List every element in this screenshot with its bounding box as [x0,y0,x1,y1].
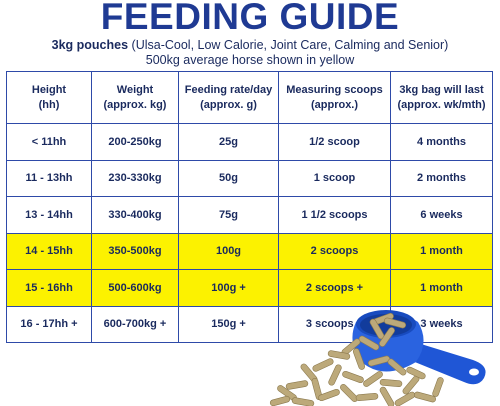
cell-scoops: 1 1/2 scoops [278,196,391,234]
table-row: 13 - 14hh 330-400kg 75g 1 1/2 scoops 6 w… [6,196,493,234]
page-title: FEEDING GUIDE [100,0,400,37]
cell-duration: 1 month [390,232,493,270]
highlight-note: 500kg average horse shown in yellow [145,53,355,67]
table-header-row: Height (hh) Weight (approx. kg) Feeding ra… [6,71,493,124]
cell-height: < 11hh [6,123,92,161]
cell-duration: 4 months [390,123,493,161]
header-bag-duration: 3kg bag will last (approx. wk/mth) [390,71,493,124]
subtitle-product: 3kg pouches [51,38,129,52]
cell-scoops: 1/2 scoop [278,123,391,161]
header-weight: Weight (approx. kg) [91,71,179,124]
cell-rate: 100g [178,232,279,270]
table-row: 14 - 15hh 350-500kg 100g 2 scoops 1 mont… [6,232,493,270]
cell-weight: 230-330kg [91,159,179,197]
subtitle-products-list: (Ulsa-Cool, Low Calorie, Joint Care, Cal… [128,38,449,52]
cell-rate: 150g + [178,305,279,343]
cell-height: 16 - 17hh + [6,305,92,343]
table-row: < 11hh 200-250kg 25g 1/2 scoop 4 months [6,123,493,161]
feeding-table: Height (hh) Weight (approx. kg) Feeding ra… [6,71,493,343]
cell-scoops: 1 scoop [278,159,391,197]
subtitle: 3kg pouches (Ulsa-Cool, Low Calorie, Joi… [0,38,500,53]
table-row: 11 - 13hh 230-330kg 50g 1 scoop 2 months [6,159,493,197]
cell-duration: 1 month [390,269,493,307]
cell-weight: 500-600kg [91,269,179,307]
cell-scoops: 3 scoops + [278,305,391,343]
table-row: 16 - 17hh + 600-700kg + 150g + 3 scoops … [6,305,493,343]
header-measuring-scoops: Measuring scoops (approx.) [278,71,391,124]
cell-rate: 50g [178,159,279,197]
cell-weight: 600-700kg + [91,305,179,343]
cell-height: 11 - 13hh [6,159,92,197]
header-feeding-rate: Feeding rate/day (approx. g) [178,71,279,124]
cell-weight: 330-400kg [91,196,179,234]
cell-duration: 3 weeks [390,305,493,343]
cell-scoops: 2 scoops [278,232,391,270]
cell-weight: 200-250kg [91,123,179,161]
cell-rate: 100g + [178,269,279,307]
cell-duration: 2 months [390,159,493,197]
cell-duration: 6 weeks [390,196,493,234]
cell-rate: 25g [178,123,279,161]
table-row: 15 - 16hh 500-600kg 100g + 2 scoops + 1 … [6,269,493,307]
cell-height: 15 - 16hh [6,269,92,307]
cell-rate: 75g [178,196,279,234]
cell-scoops: 2 scoops + [278,269,391,307]
cell-weight: 350-500kg [91,232,179,270]
header-height: Height (hh) [6,71,92,124]
cell-height: 13 - 14hh [6,196,92,234]
cell-height: 14 - 15hh [6,232,92,270]
